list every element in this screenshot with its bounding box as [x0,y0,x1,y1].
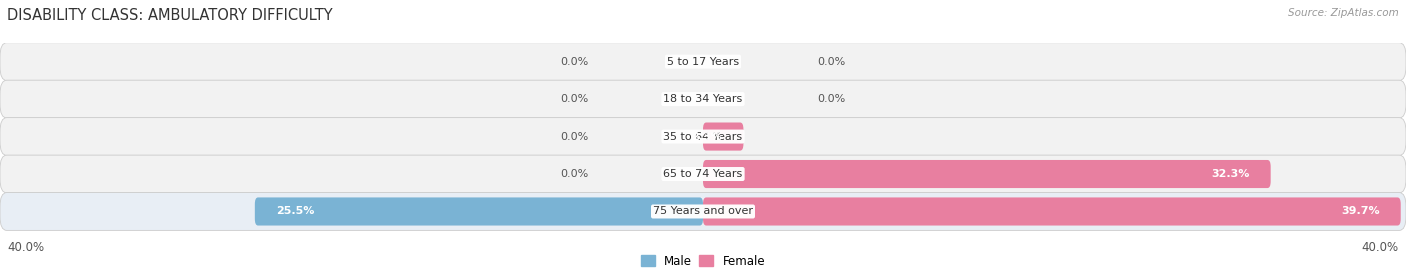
Text: 39.7%: 39.7% [1341,206,1379,217]
Text: 35 to 64 Years: 35 to 64 Years [664,132,742,142]
FancyBboxPatch shape [703,198,1400,226]
Legend: Male, Female: Male, Female [636,250,770,268]
Text: 0.0%: 0.0% [817,57,845,67]
FancyBboxPatch shape [703,122,744,151]
Text: 40.0%: 40.0% [1362,241,1399,254]
Text: 0.0%: 0.0% [561,57,589,67]
Text: 65 to 74 Years: 65 to 74 Years [664,169,742,179]
Text: DISABILITY CLASS: AMBULATORY DIFFICULTY: DISABILITY CLASS: AMBULATORY DIFFICULTY [7,8,333,23]
Text: 32.3%: 32.3% [1211,169,1250,179]
FancyBboxPatch shape [703,160,1271,188]
Text: 18 to 34 Years: 18 to 34 Years [664,94,742,104]
FancyBboxPatch shape [0,80,1406,118]
Text: 0.0%: 0.0% [561,132,589,142]
FancyBboxPatch shape [0,118,1406,155]
Text: 0.0%: 0.0% [561,169,589,179]
FancyBboxPatch shape [0,193,1406,230]
Text: 25.5%: 25.5% [276,206,315,217]
Text: 75 Years and over: 75 Years and over [652,206,754,217]
Text: Source: ZipAtlas.com: Source: ZipAtlas.com [1288,8,1399,18]
FancyBboxPatch shape [0,43,1406,81]
FancyBboxPatch shape [0,155,1406,193]
Text: 0.0%: 0.0% [817,94,845,104]
Text: 5 to 17 Years: 5 to 17 Years [666,57,740,67]
Text: 40.0%: 40.0% [7,241,44,254]
Text: 2.3%: 2.3% [692,132,723,142]
Text: 0.0%: 0.0% [561,94,589,104]
FancyBboxPatch shape [254,198,703,226]
